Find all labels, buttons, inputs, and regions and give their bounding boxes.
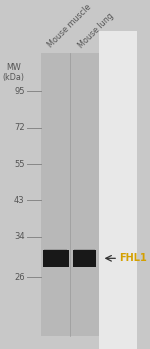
- Bar: [41, 53, 99, 336]
- Bar: [44, 249, 67, 254]
- Bar: [73, 250, 96, 267]
- Text: 95: 95: [14, 87, 25, 96]
- Text: Mouse lung: Mouse lung: [77, 11, 116, 50]
- Text: MW
(kDa): MW (kDa): [3, 62, 25, 82]
- Text: FHL1: FHL1: [120, 253, 147, 263]
- Bar: [74, 249, 95, 254]
- Text: Mouse muscle: Mouse muscle: [46, 3, 93, 50]
- Bar: [99, 31, 137, 349]
- Text: 34: 34: [14, 232, 25, 241]
- Text: 55: 55: [14, 160, 25, 169]
- Text: 26: 26: [14, 273, 25, 282]
- Text: 72: 72: [14, 123, 25, 132]
- Bar: [43, 250, 69, 267]
- Text: 43: 43: [14, 195, 25, 205]
